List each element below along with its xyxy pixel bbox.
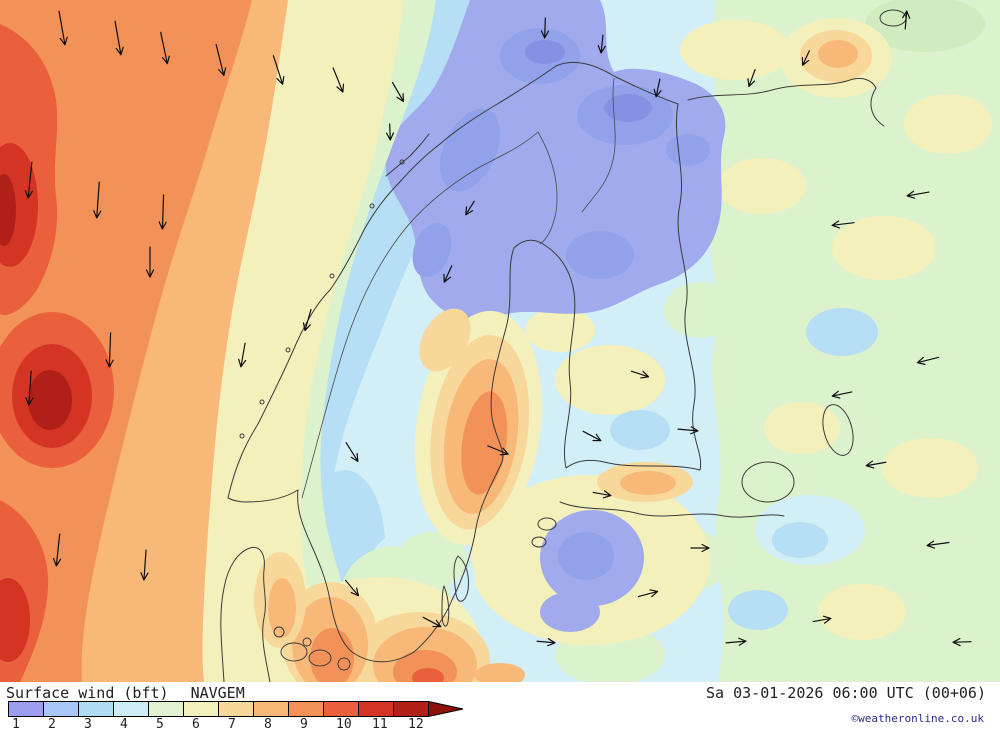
wind-arrow (637, 589, 659, 598)
wind-arrow (653, 78, 662, 98)
legend-value: 6 (192, 717, 200, 732)
legend-value: 4 (120, 717, 128, 732)
copyright-link[interactable]: ©weatheronline.co.uk (851, 712, 984, 725)
wind-arrow (302, 308, 312, 332)
wind-arrow (465, 200, 475, 216)
wind-arrow (597, 34, 606, 54)
legend-segment (183, 701, 219, 717)
legend-arrow-shape (428, 701, 464, 717)
legend-value: 7 (228, 717, 236, 732)
wind-arrow (272, 55, 285, 85)
legend-segment (288, 701, 324, 717)
wind-arrow (801, 50, 810, 66)
wind-arrow (443, 265, 453, 283)
parameter-label: Surface wind (bft) (6, 684, 169, 702)
wind-arrow (158, 194, 167, 230)
wind-arrow (952, 637, 972, 647)
wind-arrow (344, 579, 360, 597)
wind-arrow (58, 10, 68, 46)
legend-value: 3 (84, 717, 92, 732)
legend-values: 1 2 3 4 5 6 7 8 9 10 11 12 (8, 717, 478, 732)
wind-arrow (725, 637, 747, 646)
wind-arrow (677, 426, 699, 435)
legend-value: 11 (372, 717, 388, 732)
legend-segment (43, 701, 79, 717)
wind-arrow (865, 460, 887, 469)
legend-segment (253, 701, 289, 717)
wind-arrow (690, 543, 710, 553)
legend-value: 2 (48, 717, 56, 732)
wind-arrow (926, 540, 950, 549)
legend-segment (8, 701, 44, 717)
wind-arrow (630, 370, 650, 379)
wind-arrow (52, 533, 62, 567)
wind-arrow (831, 390, 853, 399)
legend-bar (8, 701, 478, 717)
wind-arrow (114, 20, 124, 56)
wind-arrow (536, 638, 556, 647)
wind-arrow (592, 490, 612, 499)
legend-segment (148, 701, 184, 717)
legend-arrow-tip (428, 701, 464, 717)
legend-segment (78, 701, 114, 717)
wind-arrow (747, 68, 756, 88)
wind-arrow (902, 10, 911, 30)
legend-value: 8 (264, 717, 272, 732)
coastlines (220, 9, 907, 682)
legend-segment (113, 701, 149, 717)
legend-value: 1 (12, 717, 20, 732)
wind-arrow (906, 190, 930, 199)
wind-arrow (145, 246, 155, 278)
wind-arrow (345, 442, 359, 462)
wind-arrow (93, 181, 102, 219)
wind-arrow (332, 67, 345, 93)
legend-value: 12 (408, 717, 424, 732)
wind-arrow (540, 17, 549, 39)
model-label: NAVGEM (190, 684, 245, 702)
wind-arrows-layer (24, 10, 972, 647)
wind-arrow (24, 161, 33, 199)
legend-segment (323, 701, 359, 717)
valid-time: Sa 03-01-2026 06:00 UTC (00+06) (706, 684, 986, 702)
legend-value: 10 (336, 717, 352, 732)
wind-arrow (422, 616, 442, 628)
parameter-title: Surface wind (bft) NAVGEM (6, 684, 245, 702)
wind-arrow (812, 615, 832, 624)
wind-arrow (215, 43, 227, 77)
wind-arrow (25, 370, 34, 406)
wind-speed-field (0, 0, 1000, 682)
legend-segment (218, 701, 254, 717)
weather-map (0, 0, 1000, 682)
legend-value: 9 (300, 717, 308, 732)
wind-arrow (582, 430, 602, 442)
legend: 1 2 3 4 5 6 7 8 9 10 11 12 (8, 701, 478, 732)
wind-arrow (140, 549, 149, 581)
legend-segment (358, 701, 394, 717)
wind-arrow (831, 220, 855, 229)
wind-arrow (487, 445, 509, 456)
wind-arrow (160, 31, 170, 65)
wind-arrow (391, 81, 405, 103)
bottom-bar: Surface wind (bft) NAVGEM Sa 03-01-2026 0… (0, 682, 1000, 733)
wind-arrow (385, 123, 395, 141)
wind-arrow (105, 332, 114, 368)
wind-arrow (916, 356, 940, 365)
legend-value: 5 (156, 717, 164, 732)
wind-arrow (238, 342, 247, 368)
legend-segment (393, 701, 429, 717)
